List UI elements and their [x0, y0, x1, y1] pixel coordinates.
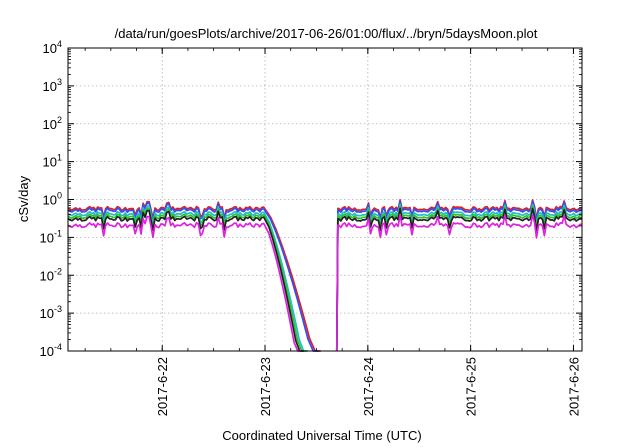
series-line [335, 199, 582, 352]
x-tick-label: 2017-6-23 [258, 357, 273, 416]
series-line [335, 203, 583, 352]
chart-title: /data/run/goesPlots/archive/2017-06-26/0… [115, 26, 538, 41]
y-tick-label: 10-4 [40, 342, 62, 359]
y-tick-label: 101 [43, 153, 62, 170]
y-axis-label: cSv/day [16, 175, 31, 222]
y-tick-labels: 104 103 102 101 100 10-1 10-2 10-3 10-4 [40, 39, 62, 359]
series-group [67, 199, 583, 352]
y-tick-label: 103 [43, 77, 62, 94]
y-tick-label: 10-3 [40, 304, 62, 321]
y-tick-label: 104 [43, 39, 62, 56]
series-line [335, 207, 582, 352]
series-line [335, 213, 583, 352]
x-tick-label: 2017-6-24 [361, 357, 376, 416]
y-tick-label: 10-1 [40, 228, 62, 245]
y-tick-label: 10-2 [40, 266, 62, 283]
y-tick-label: 102 [43, 115, 62, 132]
series-line [67, 209, 304, 352]
series-line [335, 200, 583, 352]
x-tick-label: 2017-6-26 [566, 357, 581, 416]
ticks [68, 47, 582, 352]
x-tick-labels: 2017-6-22 2017-6-23 2017-6-24 2017-6-25 2017… [155, 357, 581, 416]
series-line [335, 205, 583, 352]
grid [68, 48, 582, 351]
x-tick-label: 2017-6-22 [155, 357, 170, 416]
x-axis-label: Coordinated Universal Time (UTC) [222, 428, 421, 443]
series-line [67, 215, 302, 352]
y-tick-label: 100 [43, 191, 62, 208]
x-tick-label: 2017-6-25 [464, 357, 479, 416]
